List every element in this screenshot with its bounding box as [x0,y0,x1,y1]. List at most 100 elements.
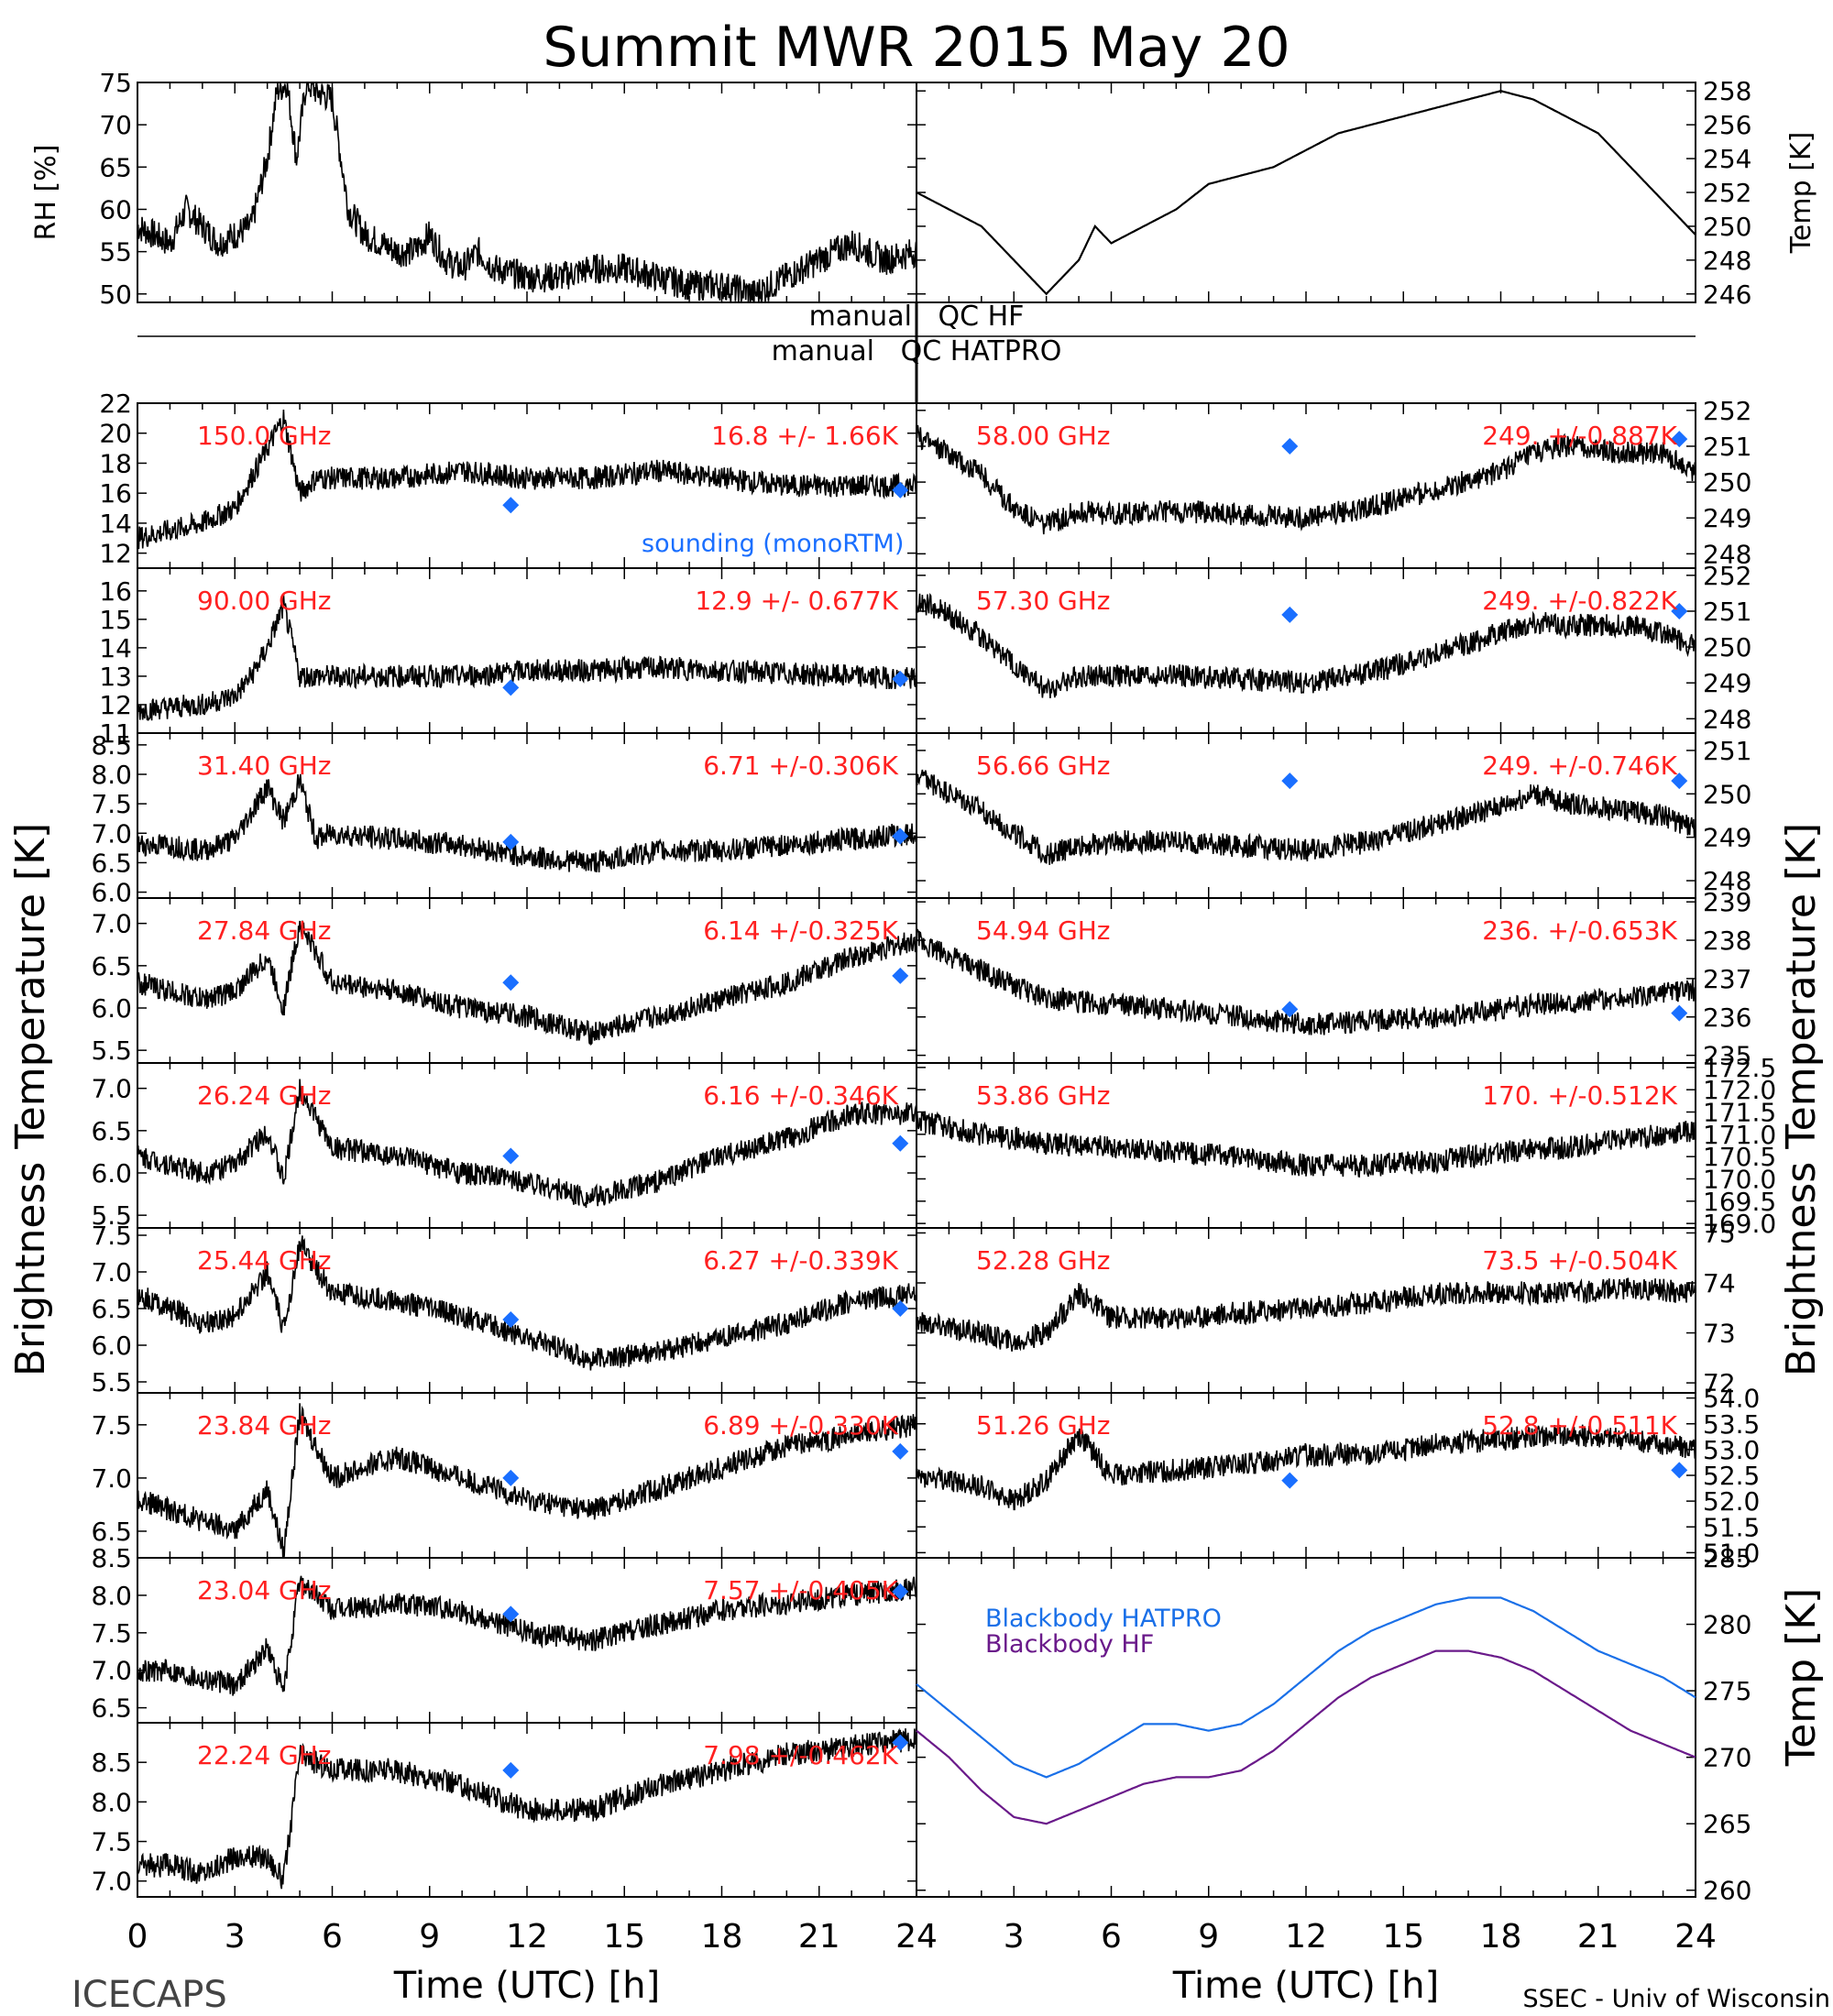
y-tick-label: 51.5 [1703,1512,1760,1542]
frequency-label: 54.94 GHz [976,915,1111,946]
y-tick-label: 14 [99,509,132,539]
y-tick-label: 248 [1703,866,1751,896]
y-tick-label: 7.5 [91,1221,132,1251]
stat-label: 52.8 +/-0.511K [1482,1410,1677,1441]
y-tick-label: 51.0 [1703,1538,1760,1568]
x-axis-label-right: Time (UTC) [h] [1172,1965,1439,2007]
y-tick-label: 5.5 [91,1367,132,1397]
frequency-label: 52.28 GHz [976,1245,1111,1276]
y-tick-label: 248 [1703,539,1751,569]
y-tick-label: 250 [1703,212,1751,242]
y-tick-label: 7.0 [91,1074,132,1104]
y-tick-label: 275 [1703,1676,1751,1706]
y-tick-label: 252 [1703,561,1751,591]
right-bt-axis-label: Brightness Temperature [K] [1778,823,1825,1376]
y-tick-label: 11 [99,718,132,749]
y-tick-label: 252 [1703,396,1751,426]
y-tick-label: 74 [1703,1268,1736,1298]
y-tick-label: 6.5 [91,951,132,981]
data-trace [137,1079,917,1209]
sounding-marker [892,1300,909,1317]
y-tick-label: 8.5 [91,1543,132,1573]
x-tick-label-right: 3 [1004,1918,1025,1956]
frequency-label: 150.0 GHz [197,421,332,451]
stat-label: 249. +/-0.887K [1482,421,1677,451]
y-tick-label: 6.5 [91,1517,132,1547]
y-tick-label: 7.5 [91,1827,132,1857]
legend-entry-hatpro: Blackbody HATPRO [985,1605,1222,1633]
y-tick-label: 285 [1703,1543,1751,1573]
sounding-marker [892,967,909,984]
qc-hatpro-label: manual QC HATPRO [772,335,1062,367]
panel-blackbody: 260 265 270 275 280 285 Blackbody HATPROBlackb… [916,1543,1751,1906]
y-tick-label: 265 [1703,1809,1751,1839]
stat-label: 12.9 +/- 0.677K [695,586,898,616]
y-tick-label: 8.0 [91,1787,132,1817]
rh-axis-label: RH [%] [30,145,62,241]
y-tick-label: 251 [1703,432,1751,462]
data-trace [137,1575,917,1696]
sounding-marker [892,1734,909,1751]
frequency-label: 57.30 GHz [976,586,1111,616]
data-trace [137,1235,917,1371]
sounding-marker [1671,431,1688,448]
y-tick-label: 249 [1703,668,1751,698]
sounding-marker [502,1605,520,1623]
y-tick-label: 256 [1703,110,1751,140]
y-tick-label: 7.5 [91,789,132,819]
panel-ch_22: 7.0 7.5 8.0 8.5 22.24 GHz 7.98 +/-0.462K [91,1722,917,1898]
x-tick-label-left: 6 [322,1918,343,1956]
y-tick-label: 15 [99,605,132,635]
data-trace [916,928,1696,1035]
sounding-marker [892,827,909,845]
x-tick-label-left: 9 [419,1918,440,1956]
data-trace [916,1277,1696,1352]
sounding-marker [892,1583,909,1600]
y-tick-label: 60 [99,194,132,225]
panel-ch_31: 6.06.57.07.58.08.5 31.40 GHz 6.71 +/-0.306… [91,730,917,908]
x-tick-label-right: 9 [1198,1918,1219,1956]
x-tick-label-right: 6 [1101,1918,1122,1956]
y-tick-label: 73 [1703,1319,1736,1349]
x-tick-label-left: 3 [225,1918,246,1956]
frequency-label: 22.24 GHz [197,1740,332,1770]
y-tick-label: 50 [99,279,132,310]
y-tick-label: 8.0 [91,1581,132,1611]
y-tick-label: 171.0 [1703,1120,1776,1150]
frequency-label: 23.84 GHz [197,1410,332,1441]
y-tick-label: 6.5 [91,1294,132,1324]
y-tick-label: 270 [1703,1743,1751,1773]
y-tick-label: 6.0 [91,1158,132,1189]
y-tick-label: 249 [1703,503,1751,533]
sounding-marker [502,1311,520,1328]
stat-label: 6.71 +/-0.306K [703,751,898,781]
panel-ch_52: 72 73 74 75 52.28 GHz 73.5 +/-0.504K [916,1218,1736,1398]
sounding-label: sounding (monoRTM) [642,530,904,558]
data-trace [916,593,1696,699]
y-tick-label: 246 [1703,279,1751,310]
y-tick-label: 18 [99,448,132,478]
x-tick-label-left: 15 [603,1918,645,1956]
y-tick-label: 14 [99,633,132,663]
y-tick-label: 251 [1703,597,1751,627]
data-trace [137,1403,917,1559]
y-tick-label: 8.0 [91,760,132,790]
sounding-marker [1671,602,1688,619]
y-tick-label: 239 [1703,887,1751,917]
stat-label: 6.16 +/-0.346K [703,1080,898,1111]
y-tick-label: 280 [1703,1610,1751,1640]
stat-label: 249. +/-0.746K [1482,751,1677,781]
sounding-marker [502,974,520,992]
data-trace [137,920,917,1046]
data-trace [916,1424,1696,1511]
y-tick-label: 236 [1703,1003,1751,1033]
y-tick-label: 54.0 [1703,1384,1760,1414]
y-tick-label: 252 [1703,178,1751,208]
y-tick-label: 52.0 [1703,1486,1760,1517]
y-tick-label: 254 [1703,144,1751,174]
y-tick-label: 8.5 [91,1748,132,1778]
frequency-label: 31.40 GHz [197,751,332,781]
y-tick-label: 52.5 [1703,1461,1760,1491]
x-tick-label-right: 21 [1577,1918,1619,1956]
